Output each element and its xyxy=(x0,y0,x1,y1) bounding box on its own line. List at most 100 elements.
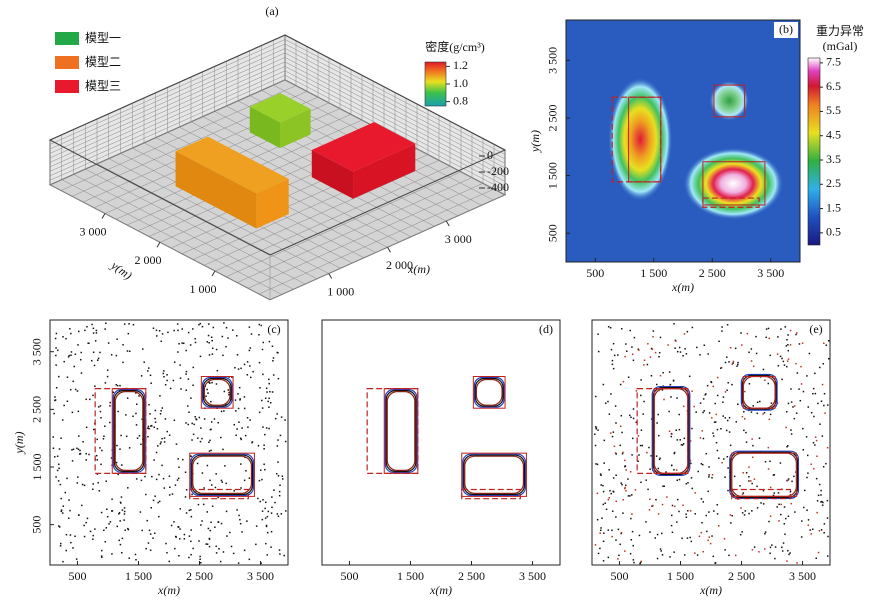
noise-dot xyxy=(58,525,60,527)
noise-dot xyxy=(188,535,191,537)
noise-dot xyxy=(683,333,686,335)
noise-dot xyxy=(124,529,126,531)
y-tick-label: 1 000 xyxy=(190,282,217,296)
noise-dot xyxy=(60,542,62,545)
noise-dot xyxy=(635,390,638,392)
noise-dot xyxy=(116,384,119,387)
noise-dot xyxy=(737,403,739,406)
noise-dot xyxy=(625,484,627,487)
noise-dot xyxy=(624,487,626,490)
noise-dot xyxy=(678,478,681,481)
noise-dot xyxy=(640,429,643,431)
noise-dot xyxy=(668,410,670,413)
noise-dot xyxy=(614,452,617,454)
noise-dot xyxy=(817,551,820,554)
noise-dot xyxy=(708,412,711,414)
noise-dot xyxy=(274,501,276,504)
noise-dot xyxy=(805,436,808,438)
noise-dot xyxy=(106,369,109,371)
wall-grid xyxy=(49,48,286,154)
noise-dot xyxy=(622,499,624,501)
noise-dot xyxy=(715,413,717,416)
noise-dot xyxy=(786,365,788,368)
noise-dot xyxy=(158,515,160,518)
noise-dot xyxy=(105,527,108,529)
noise-dot xyxy=(155,451,158,454)
noise-dot xyxy=(99,351,101,354)
noise-dot xyxy=(655,498,657,501)
noise-dot xyxy=(261,510,264,512)
noise-dot xyxy=(635,421,638,424)
noise-dot xyxy=(595,428,597,430)
noise-dot xyxy=(262,426,264,428)
noise-dot xyxy=(85,452,87,455)
noise-dot xyxy=(705,514,708,517)
noise-dot xyxy=(239,518,241,521)
noise-dot xyxy=(624,486,626,489)
noise-dot xyxy=(218,548,220,550)
noise-dot xyxy=(645,479,647,481)
noise-dot xyxy=(52,447,55,450)
noise-dot xyxy=(194,416,196,418)
panel-label-bg xyxy=(774,22,798,38)
noise-dot xyxy=(599,473,602,475)
noise-dot xyxy=(71,460,74,462)
noise-dot xyxy=(815,439,818,442)
noise-dot xyxy=(246,374,249,376)
noise-dot xyxy=(136,437,139,439)
noise-dot xyxy=(276,413,278,415)
noise-dot xyxy=(707,353,709,355)
noise-dot xyxy=(611,510,614,513)
noise-dot xyxy=(770,402,773,404)
noise-dot xyxy=(702,398,705,400)
noise-dot xyxy=(123,510,126,513)
noise-dot xyxy=(201,520,203,522)
noise-dot xyxy=(688,375,691,378)
noise-dot xyxy=(158,473,160,476)
noise-dot xyxy=(658,351,661,354)
noise-dot xyxy=(819,423,821,425)
noise-dot xyxy=(769,486,772,489)
noise-dot xyxy=(175,536,177,538)
noise-dot xyxy=(264,507,266,510)
noise-dot xyxy=(188,411,190,413)
noise-dot xyxy=(678,346,681,349)
recovered-outline xyxy=(192,455,253,494)
noise-dot xyxy=(808,352,811,355)
noise-dot xyxy=(215,473,217,475)
noise-dot xyxy=(676,397,678,399)
noise-dot xyxy=(211,505,214,507)
noise-dot xyxy=(217,521,220,523)
noise-dot xyxy=(660,550,662,552)
noise-dot xyxy=(74,388,77,391)
noise-dot xyxy=(685,353,688,355)
noise-dot xyxy=(237,407,240,410)
panel-label: (d) xyxy=(539,322,553,336)
noise-dot xyxy=(181,342,183,344)
noise-dot xyxy=(225,510,228,513)
noise-dot xyxy=(53,412,55,415)
noise-dot xyxy=(820,529,823,531)
noise-dot xyxy=(151,475,153,478)
noise-dot xyxy=(790,502,792,505)
noise-dot xyxy=(81,483,84,486)
noise-dot xyxy=(741,512,744,514)
noise-dot xyxy=(821,435,824,437)
noise-dot xyxy=(85,398,87,401)
noise-dot xyxy=(801,342,804,344)
noise-dot xyxy=(278,549,281,551)
x-tick-label: 500 xyxy=(68,569,86,583)
noise-dot xyxy=(173,419,176,422)
noise-dot xyxy=(272,360,274,362)
colorbar xyxy=(424,61,447,107)
noise-dot xyxy=(661,503,664,506)
noise-dot xyxy=(781,357,783,360)
noise-dot xyxy=(120,496,123,498)
noise-dot xyxy=(731,363,733,365)
noise-dot xyxy=(58,448,61,450)
noise-dot xyxy=(826,404,829,406)
noise-dot xyxy=(99,410,102,413)
noise-dot xyxy=(94,340,97,342)
noise-dot xyxy=(240,367,242,370)
x-tick xyxy=(328,273,333,279)
